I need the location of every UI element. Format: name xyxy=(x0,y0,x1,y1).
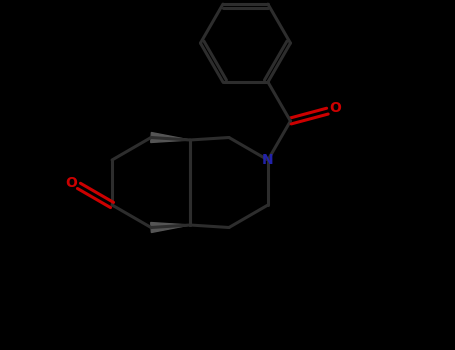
Text: O: O xyxy=(65,176,77,190)
Text: N: N xyxy=(262,153,274,167)
Polygon shape xyxy=(151,223,190,232)
Text: O: O xyxy=(329,101,341,115)
Polygon shape xyxy=(151,133,190,142)
